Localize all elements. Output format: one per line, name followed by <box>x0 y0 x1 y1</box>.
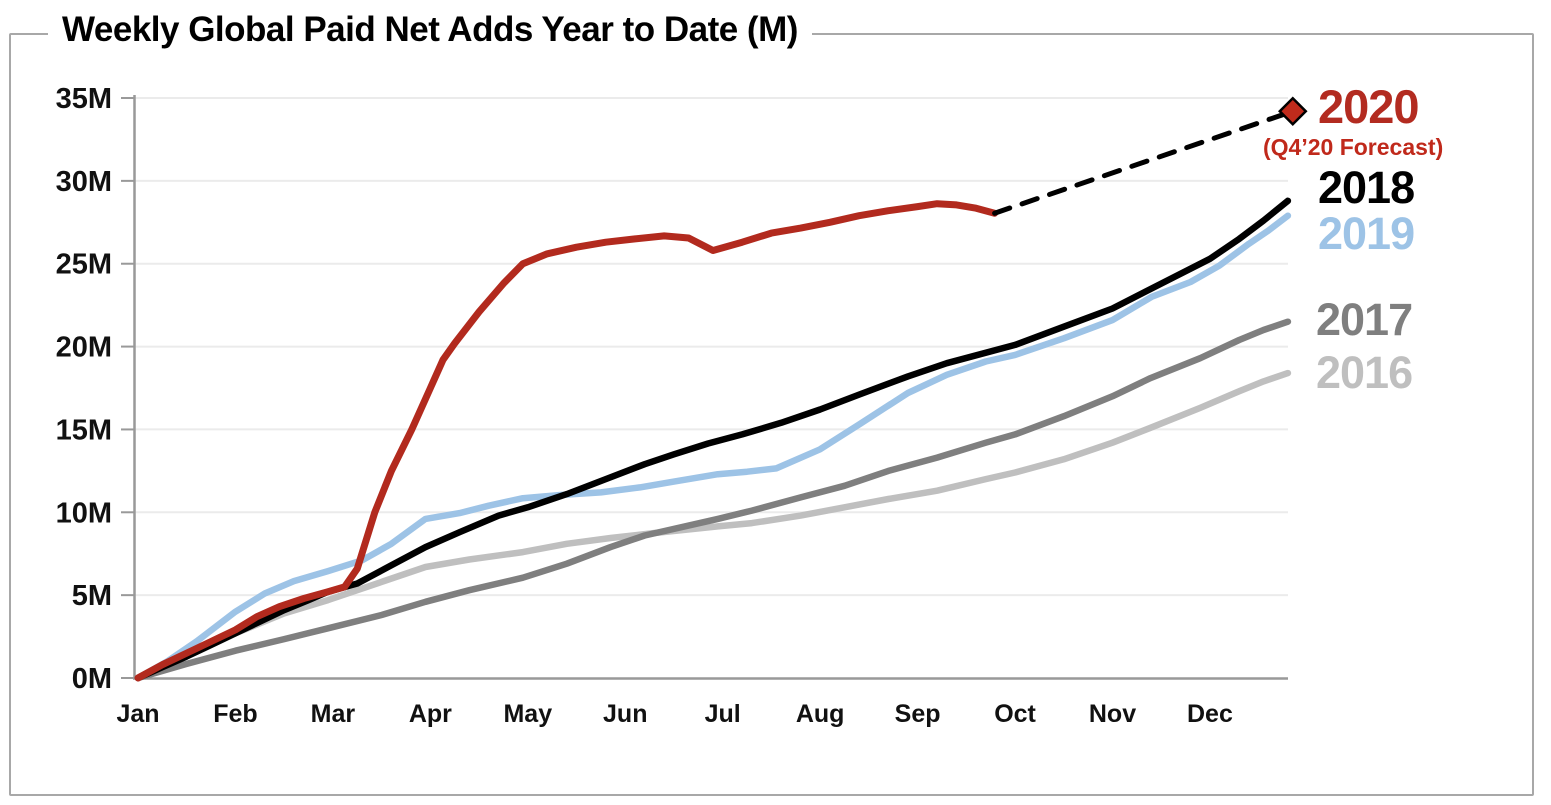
y-axis-label-30M: 30M <box>56 166 112 198</box>
series-line-2020 <box>134 200 999 682</box>
legend-label-2018: 2018 <box>1318 162 1415 213</box>
legend-label-2019: 2019 <box>1318 208 1415 259</box>
y-axis-label-25M: 25M <box>56 249 112 281</box>
series-line-2020-q4-forecast <box>992 108 1296 216</box>
series-line-2018 <box>134 197 1292 682</box>
chart-title: Weekly Global Paid Net Adds Year to Date… <box>48 10 812 50</box>
legend-label-2016: 2016 <box>1316 347 1413 398</box>
x-axis-label-feb: Feb <box>213 700 257 728</box>
series-line-2016 <box>134 369 1292 682</box>
y-axis-label-20M: 20M <box>56 332 112 364</box>
legend-label-2020: 2020 <box>1318 80 1420 133</box>
legend-label-q420-forecast: (Q4’20 Forecast) <box>1263 134 1444 160</box>
series-line-2019 <box>134 212 1292 682</box>
x-axis-label-oct: Oct <box>994 700 1036 728</box>
x-axis-label-sep: Sep <box>895 700 941 728</box>
y-axis-label-10M: 10M <box>56 497 112 529</box>
x-axis-label-jan: Jan <box>116 700 159 728</box>
y-axis-label-5M: 5M <box>72 580 112 612</box>
forecast-diamond-marker <box>1278 96 1308 127</box>
x-axis-label-jul: Jul <box>705 700 741 728</box>
x-axis-label-may: May <box>503 700 552 728</box>
y-axis-label-15M: 15M <box>56 414 112 446</box>
x-axis-label-aug: Aug <box>796 700 845 728</box>
x-axis-label-nov: Nov <box>1089 700 1136 728</box>
legend-label-2017: 2017 <box>1316 294 1413 345</box>
x-axis-label-jun: Jun <box>603 700 647 728</box>
x-axis-label-mar: Mar <box>311 700 356 728</box>
x-axis-label-dec: Dec <box>1187 700 1233 728</box>
y-axis-label-35M: 35M <box>56 83 112 115</box>
series-line-2017 <box>134 318 1292 682</box>
y-axis-label-0M: 0M <box>72 663 112 695</box>
x-axis-label-apr: Apr <box>409 700 452 728</box>
